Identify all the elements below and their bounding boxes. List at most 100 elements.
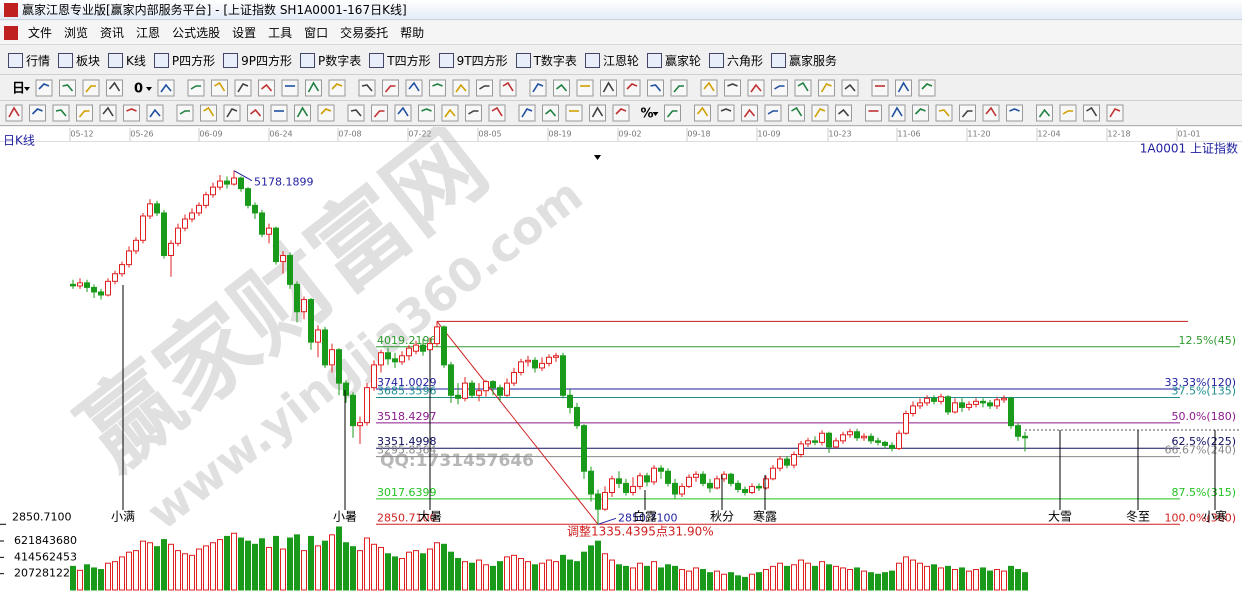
toolbar-button[interactable] bbox=[1059, 104, 1077, 121]
menu-item[interactable]: 工具 bbox=[268, 26, 293, 40]
toolbar-button[interactable] bbox=[200, 104, 217, 121]
toolbar-button[interactable]: T数字表 bbox=[515, 52, 577, 69]
toolbar-button[interactable] bbox=[612, 104, 630, 121]
toolbar-button[interactable] bbox=[418, 104, 435, 121]
toolbar-button[interactable] bbox=[146, 104, 164, 121]
menu-item[interactable]: 资讯 bbox=[100, 26, 125, 40]
toolbar-button[interactable] bbox=[982, 104, 1000, 121]
toolbar-button[interactable] bbox=[157, 79, 175, 96]
toolbar-button[interactable] bbox=[211, 79, 228, 96]
toolbar-button[interactable] bbox=[29, 104, 46, 121]
toolbar-button[interactable] bbox=[123, 104, 140, 121]
toolbar-button[interactable] bbox=[895, 79, 912, 96]
toolbar-button[interactable] bbox=[664, 104, 681, 121]
menu-item[interactable]: 交易委托 bbox=[340, 26, 389, 40]
toolbar-button[interactable] bbox=[647, 79, 664, 96]
toolbar-button[interactable] bbox=[935, 104, 953, 121]
toolbar-button[interactable] bbox=[700, 79, 718, 96]
toolbar-button[interactable] bbox=[76, 104, 93, 121]
toolbar-button[interactable] bbox=[223, 104, 241, 121]
toolbar-button[interactable] bbox=[694, 104, 711, 121]
toolbar-button[interactable] bbox=[764, 104, 782, 121]
toolbar-button[interactable] bbox=[518, 104, 536, 121]
menu-item[interactable]: 文件 bbox=[28, 26, 53, 40]
toolbar-button[interactable] bbox=[5, 104, 23, 121]
toolbar-button[interactable] bbox=[1106, 104, 1124, 121]
toolbar-button[interactable] bbox=[912, 104, 929, 121]
toolbar-button[interactable] bbox=[1006, 104, 1023, 121]
toolbar-button[interactable] bbox=[741, 104, 758, 121]
toolbar-button[interactable] bbox=[771, 79, 788, 96]
toolbar-button[interactable] bbox=[542, 104, 559, 121]
toolbar-button[interactable] bbox=[818, 79, 835, 96]
toolbar-button[interactable] bbox=[811, 104, 829, 121]
toolbar-button[interactable]: K线 bbox=[108, 52, 146, 69]
menu-item[interactable]: 公式选股 bbox=[172, 26, 221, 40]
toolbar-button[interactable] bbox=[99, 104, 117, 121]
toolbar-button[interactable]: 9P四方形 bbox=[223, 52, 292, 69]
toolbar-button[interactable] bbox=[294, 104, 311, 121]
toolbar-button[interactable] bbox=[788, 104, 805, 121]
toolbar-button[interactable] bbox=[270, 104, 288, 121]
toolbar-button[interactable]: 六角形 bbox=[708, 52, 763, 69]
toolbar-button[interactable] bbox=[382, 79, 399, 96]
toolbar-button[interactable] bbox=[59, 79, 76, 96]
toolbar-button[interactable] bbox=[529, 79, 547, 96]
toolbar-button[interactable] bbox=[176, 104, 194, 121]
toolbar-button[interactable] bbox=[35, 79, 53, 96]
toolbar-button[interactable] bbox=[187, 79, 205, 96]
toolbar-button[interactable] bbox=[553, 79, 570, 96]
toolbar-button[interactable] bbox=[589, 104, 606, 121]
toolbar-button[interactable] bbox=[576, 79, 594, 96]
toolbar-button[interactable] bbox=[747, 79, 765, 96]
toolbar-button[interactable] bbox=[305, 79, 322, 96]
toolbar-button[interactable] bbox=[358, 79, 376, 96]
toolbar-button[interactable]: 江恩轮 bbox=[584, 52, 639, 69]
toolbar-button[interactable] bbox=[865, 104, 882, 121]
toolbar-button[interactable] bbox=[258, 79, 275, 96]
toolbar-button[interactable] bbox=[476, 79, 493, 96]
menu-item[interactable]: 设置 bbox=[232, 26, 257, 40]
menu-item[interactable]: 窗口 bbox=[304, 26, 329, 40]
toolbar-button[interactable]: 赢家轮 bbox=[646, 52, 701, 69]
toolbar-button[interactable] bbox=[918, 79, 936, 96]
toolbar-button[interactable] bbox=[347, 104, 365, 121]
toolbar-button[interactable] bbox=[841, 79, 859, 96]
toolbar-button[interactable] bbox=[429, 79, 446, 96]
menu-item[interactable]: 江恩 bbox=[136, 26, 161, 40]
toolbar-button[interactable] bbox=[465, 104, 482, 121]
toolbar-button[interactable] bbox=[247, 104, 264, 121]
toolbar-button[interactable] bbox=[328, 79, 346, 96]
toolbar-button[interactable] bbox=[452, 79, 470, 96]
toolbar-button[interactable] bbox=[888, 104, 906, 121]
toolbar-button[interactable] bbox=[441, 104, 459, 121]
toolbar-button[interactable] bbox=[794, 79, 812, 96]
toolbar-button[interactable] bbox=[106, 79, 123, 96]
toolbar-button[interactable] bbox=[600, 79, 617, 96]
toolbar-button[interactable]: P数字表 bbox=[300, 52, 361, 69]
toolbar-button[interactable] bbox=[82, 79, 100, 96]
toolbar-button[interactable] bbox=[565, 104, 583, 121]
toolbar-button[interactable] bbox=[499, 79, 517, 96]
toolbar-button[interactable]: 行情 bbox=[8, 52, 50, 69]
toolbar-button[interactable]: P四方形 bbox=[153, 52, 215, 69]
menu-item[interactable]: 帮助 bbox=[400, 26, 425, 40]
toolbar-button[interactable] bbox=[1083, 104, 1100, 121]
toolbar-button[interactable] bbox=[52, 104, 70, 121]
toolbar-button[interactable] bbox=[871, 79, 889, 96]
toolbar-button[interactable] bbox=[405, 79, 423, 96]
toolbar-button[interactable] bbox=[234, 79, 252, 96]
toolbar-button[interactable] bbox=[959, 104, 976, 121]
menu-item[interactable]: 浏览 bbox=[64, 26, 89, 40]
toolbar-button[interactable] bbox=[623, 79, 641, 96]
toolbar-button[interactable] bbox=[317, 104, 335, 121]
toolbar-button[interactable] bbox=[371, 104, 388, 121]
toolbar-button[interactable] bbox=[281, 79, 299, 96]
toolbar-button[interactable]: 板块 bbox=[58, 52, 100, 69]
toolbar-button[interactable]: 赢家服务 bbox=[770, 52, 837, 69]
toolbar-button[interactable] bbox=[670, 79, 688, 96]
toolbar-button[interactable]: 9T四方形 bbox=[438, 52, 508, 69]
toolbar-button[interactable] bbox=[717, 104, 735, 121]
toolbar-button[interactable] bbox=[394, 104, 412, 121]
toolbar-button[interactable] bbox=[724, 79, 741, 96]
